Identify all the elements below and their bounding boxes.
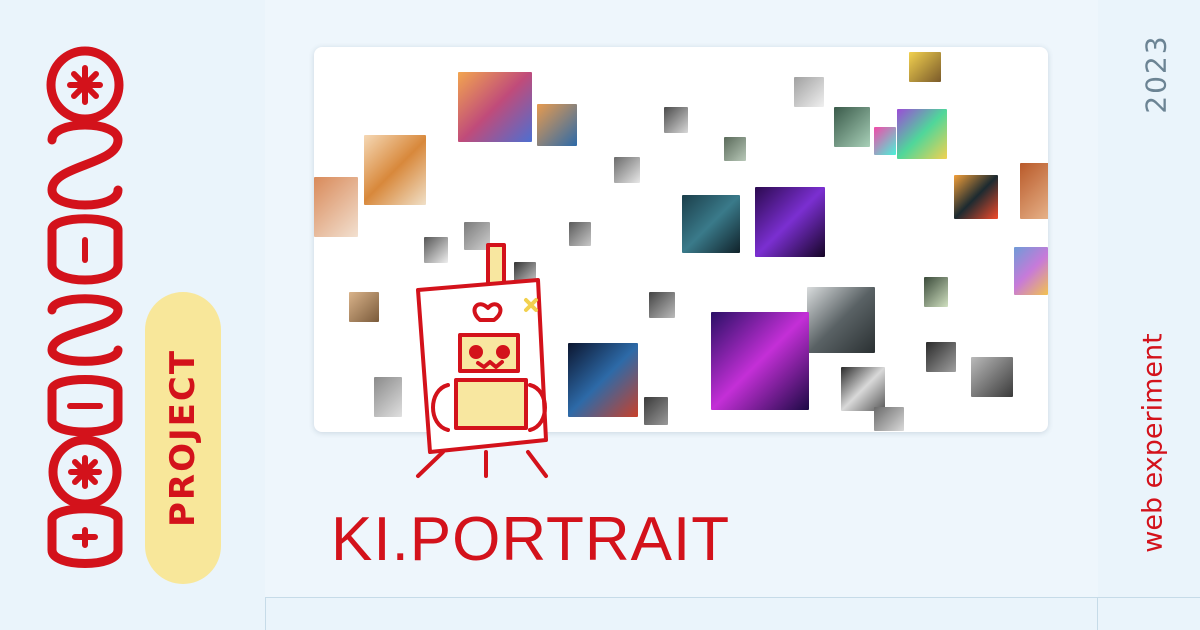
page-title: KI.PORTRAIT: [331, 505, 731, 574]
portrait-tile[interactable]: [458, 72, 532, 142]
project-badge-label: PROJECT: [163, 348, 203, 528]
portrait-tile[interactable]: [711, 312, 809, 410]
portrait-tile[interactable]: [755, 187, 825, 257]
portrait-tile[interactable]: [909, 52, 941, 82]
portrait-tile[interactable]: [664, 107, 688, 133]
portrait-tile[interactable]: [954, 175, 998, 219]
subtitle-label: web experiment: [1137, 333, 1169, 553]
portrait-tile[interactable]: [971, 357, 1013, 397]
portrait-tile[interactable]: [1014, 247, 1048, 295]
year-label: 2023: [1139, 34, 1173, 114]
portrait-tile[interactable]: [794, 77, 824, 107]
portrait-tile[interactable]: [314, 177, 358, 237]
portrait-tile[interactable]: [464, 222, 490, 250]
portrait-tile[interactable]: [424, 237, 448, 263]
portrait-tile[interactable]: [364, 135, 426, 205]
portrait-tile[interactable]: [834, 107, 870, 147]
portrait-tile[interactable]: [1020, 163, 1048, 219]
portrait-tile[interactable]: [924, 277, 948, 307]
portrait-tile[interactable]: [649, 292, 675, 318]
portrait-tile[interactable]: [349, 292, 379, 322]
project-badge: PROJECT: [145, 292, 221, 584]
portrait-tile[interactable]: [841, 367, 885, 411]
portrait-tile[interactable]: [374, 377, 402, 417]
portrait-tile[interactable]: [874, 407, 904, 431]
portrait-tile[interactable]: [568, 343, 638, 417]
divider-bottom: [265, 597, 1200, 598]
portrait-tile[interactable]: [537, 104, 577, 146]
portrait-tile[interactable]: [926, 342, 956, 372]
divider-right-bottom: [1098, 597, 1200, 598]
portrait-tile[interactable]: [644, 397, 668, 425]
portrait-tile[interactable]: [514, 262, 536, 284]
portrait-tile[interactable]: [724, 137, 746, 161]
portrait-tile[interactable]: [614, 157, 640, 183]
portrait-tile[interactable]: [897, 109, 947, 159]
portrait-tile[interactable]: [874, 127, 896, 155]
portrait-tile[interactable]: [807, 287, 875, 353]
robot-painter-easel-icon: [416, 243, 548, 478]
curly-wordmark-icon: [46, 46, 124, 568]
brand-column: PROJECT: [0, 0, 265, 630]
portrait-tile[interactable]: [569, 222, 591, 246]
portrait-tile[interactable]: [682, 195, 740, 253]
title-bar: [298, 480, 1098, 597]
